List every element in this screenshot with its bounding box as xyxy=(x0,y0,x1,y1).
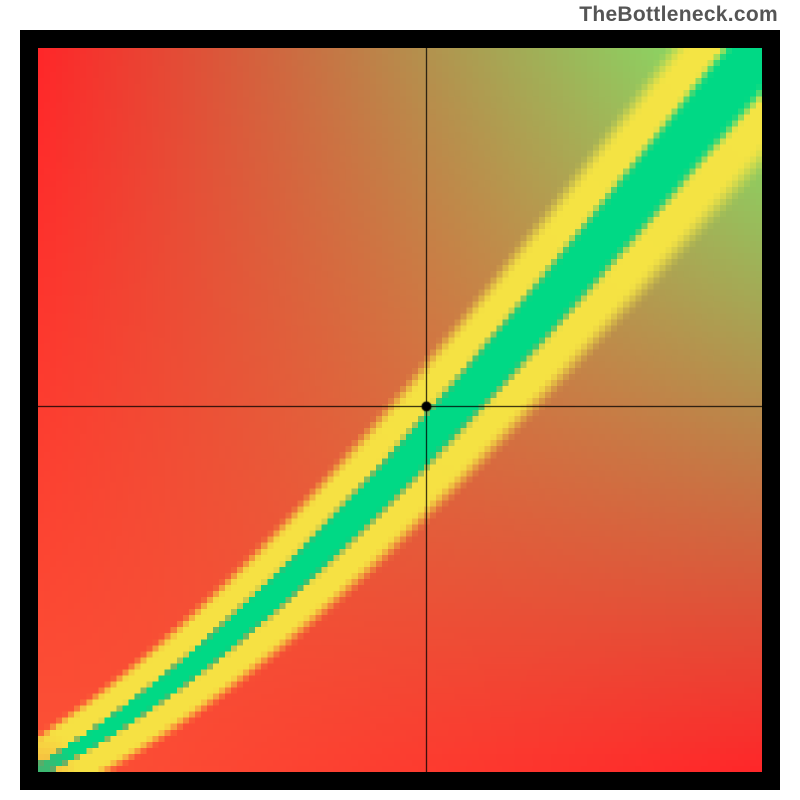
source-label: TheBottleneck.com xyxy=(579,3,778,27)
chart-container: TheBottleneck.com xyxy=(0,0,800,800)
chart-frame xyxy=(20,30,780,790)
overlay-canvas xyxy=(38,48,762,772)
